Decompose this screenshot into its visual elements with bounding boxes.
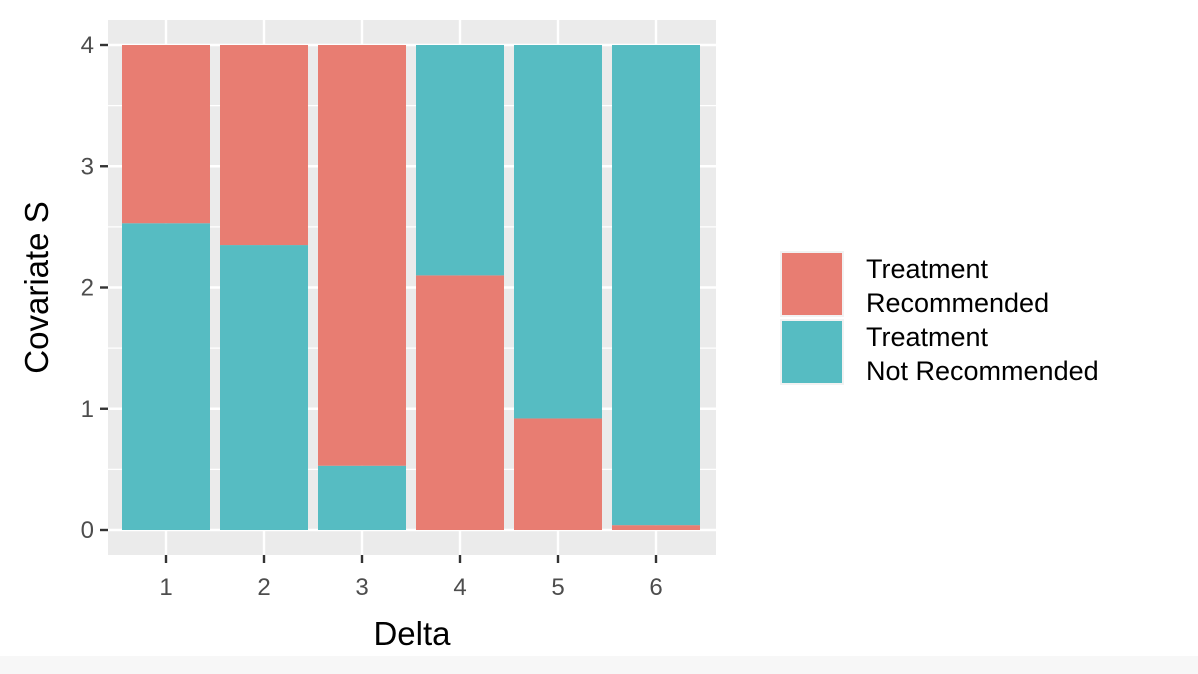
bar-segment-recommended-1 xyxy=(122,45,210,224)
bar-segment-recommended-2 xyxy=(220,45,308,246)
legend-label: Treatment xyxy=(866,322,989,352)
legend: Treatment Recommended Treatment Not Recomme… xyxy=(780,251,1099,386)
legend-label: Not Recommended xyxy=(866,356,1099,386)
y-tick-label: 0 xyxy=(81,517,94,544)
x-tick-label: 2 xyxy=(257,574,270,601)
x-axis-title: Delta xyxy=(373,615,451,652)
y-tick-label: 3 xyxy=(81,153,94,180)
y-axis: 0 1 2 3 4 xyxy=(81,32,108,544)
y-tick-label: 2 xyxy=(81,275,94,302)
legend-label: Treatment xyxy=(866,254,989,284)
bar-segment-not-recommended-5 xyxy=(514,45,602,419)
x-tick-label: 4 xyxy=(453,574,466,601)
bars xyxy=(122,45,700,531)
bar-segment-recommended-4 xyxy=(416,275,504,530)
bar-segment-recommended-3 xyxy=(318,45,406,466)
bar-segment-not-recommended-1 xyxy=(122,223,210,531)
bottom-strip xyxy=(0,656,1198,674)
x-tick-label: 3 xyxy=(355,574,368,601)
bar-segment-not-recommended-4 xyxy=(416,45,504,276)
bar-segment-not-recommended-3 xyxy=(318,465,406,530)
y-axis-title: Covariate S xyxy=(18,201,55,373)
bar-segment-recommended-5 xyxy=(514,418,602,530)
x-tick-label: 5 xyxy=(551,574,564,601)
y-tick-label: 1 xyxy=(81,396,94,423)
y-tick-label: 4 xyxy=(81,32,94,59)
x-tick-label: 6 xyxy=(649,574,662,601)
x-tick-label: 1 xyxy=(159,574,172,601)
legend-swatch xyxy=(782,253,842,315)
legend-swatch xyxy=(782,321,842,383)
bar-segment-recommended-6 xyxy=(612,525,700,530)
bar-segment-not-recommended-6 xyxy=(612,45,700,526)
legend-label: Recommended xyxy=(866,288,1049,318)
x-axis: 1 2 3 4 5 6 xyxy=(159,555,663,601)
bar-segment-not-recommended-2 xyxy=(220,245,308,530)
